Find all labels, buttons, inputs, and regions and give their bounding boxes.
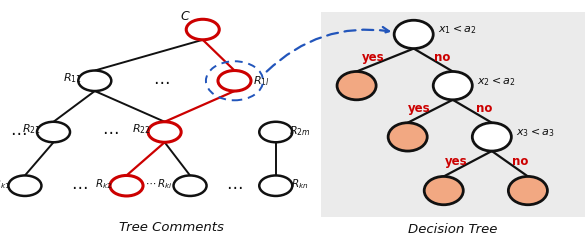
- Text: $R_{kn}$: $R_{kn}$: [291, 178, 308, 191]
- Ellipse shape: [388, 123, 427, 151]
- Ellipse shape: [259, 175, 292, 196]
- Text: $\cdots$: $\cdots$: [153, 72, 170, 90]
- Text: yes: yes: [445, 155, 467, 168]
- Ellipse shape: [8, 175, 41, 196]
- Ellipse shape: [173, 175, 206, 196]
- Ellipse shape: [433, 72, 472, 100]
- Ellipse shape: [472, 123, 512, 151]
- Text: no: no: [476, 102, 493, 115]
- Ellipse shape: [78, 71, 111, 91]
- Text: $\cdots$: $\cdots$: [102, 122, 119, 140]
- Text: $R_{k2}$: $R_{k2}$: [95, 178, 112, 191]
- Text: yes: yes: [409, 102, 431, 115]
- Ellipse shape: [259, 122, 292, 142]
- Text: $x_3 < a_3$: $x_3 < a_3$: [516, 126, 554, 139]
- Ellipse shape: [509, 176, 547, 205]
- Text: yes: yes: [362, 51, 385, 64]
- Ellipse shape: [37, 122, 70, 142]
- Ellipse shape: [424, 176, 463, 205]
- Ellipse shape: [186, 19, 219, 40]
- Ellipse shape: [218, 71, 251, 91]
- Text: $\cdots$: $\cdots$: [10, 123, 27, 141]
- Text: Tree Comments: Tree Comments: [119, 221, 223, 234]
- Text: $R_{2m}$: $R_{2m}$: [289, 124, 310, 138]
- Text: $R_{1l}$: $R_{1l}$: [253, 74, 270, 88]
- Text: Decision Tree: Decision Tree: [408, 223, 497, 236]
- Ellipse shape: [110, 175, 143, 196]
- Text: no: no: [512, 155, 529, 168]
- Ellipse shape: [337, 72, 376, 100]
- Text: $R_{21}$: $R_{21}$: [22, 123, 41, 137]
- Text: $R_{k1}$: $R_{k1}$: [0, 178, 11, 191]
- Text: $R_{11}$: $R_{11}$: [63, 71, 82, 85]
- Ellipse shape: [148, 122, 181, 142]
- Text: $\cdots\,R_{ki}$: $\cdots\,R_{ki}$: [145, 178, 173, 191]
- Text: $x_2 < a_2$: $x_2 < a_2$: [477, 75, 516, 88]
- Text: no: no: [434, 51, 450, 64]
- Ellipse shape: [394, 20, 433, 49]
- Text: $C$: $C$: [180, 10, 191, 23]
- Text: $R_{22}$: $R_{22}$: [132, 123, 151, 137]
- Text: $x_1 < a_2$: $x_1 < a_2$: [437, 24, 476, 36]
- Text: $\cdots$: $\cdots$: [226, 177, 243, 195]
- FancyBboxPatch shape: [320, 12, 585, 217]
- Text: $\cdots$: $\cdots$: [71, 177, 87, 195]
